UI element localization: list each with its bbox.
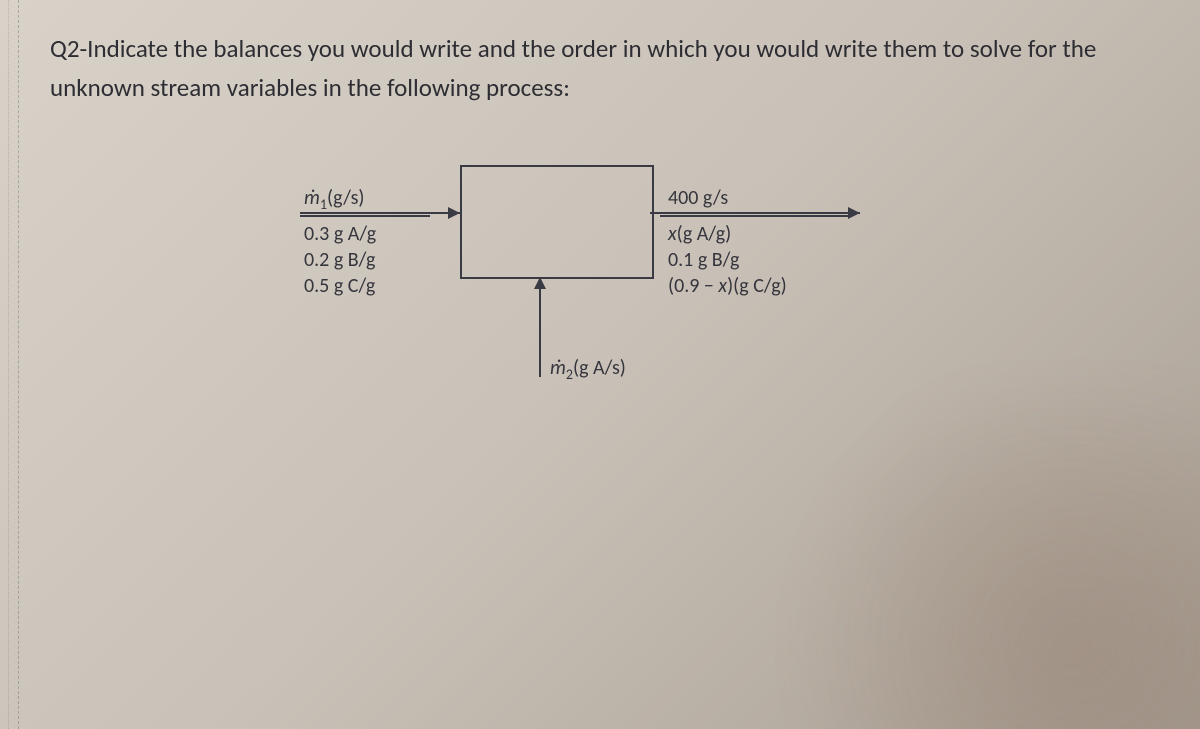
process-box [460,165,654,279]
stream1-arrowhead [448,207,460,219]
stream2-arrow [539,277,541,377]
stream1-comp-0: 0.3 g A/g [304,221,376,248]
stream2-flow: ṁ2(g A/s) [550,355,626,385]
process-diagram: ṁ1(g/s) 0.3 g A/g 0.2 g B/g 0.5 g C/g 40… [300,165,880,425]
stream1-comp-1: 0.2 g B/g [304,247,375,274]
stream1-rule [300,215,430,217]
streamout-arrow [650,212,860,214]
stream1-comp-2: 0.5 g C/g [304,273,375,300]
stream2-arrowhead [534,277,546,289]
stream1-flow: ṁ1(g/s) [304,185,364,215]
question-text: Q2-Indicate the balances you would write… [50,30,1150,108]
streamout-flow: 400 g/s [668,185,728,212]
streamout-comp-0: x(g A/g) [668,221,731,248]
streamout-arrowhead [848,207,860,219]
streamout-comp-2: (0.9 − x)(g C/g) [668,273,787,300]
streamout-comp-1: 0.1 g B/g [668,247,739,274]
streamout-rule [660,215,850,217]
